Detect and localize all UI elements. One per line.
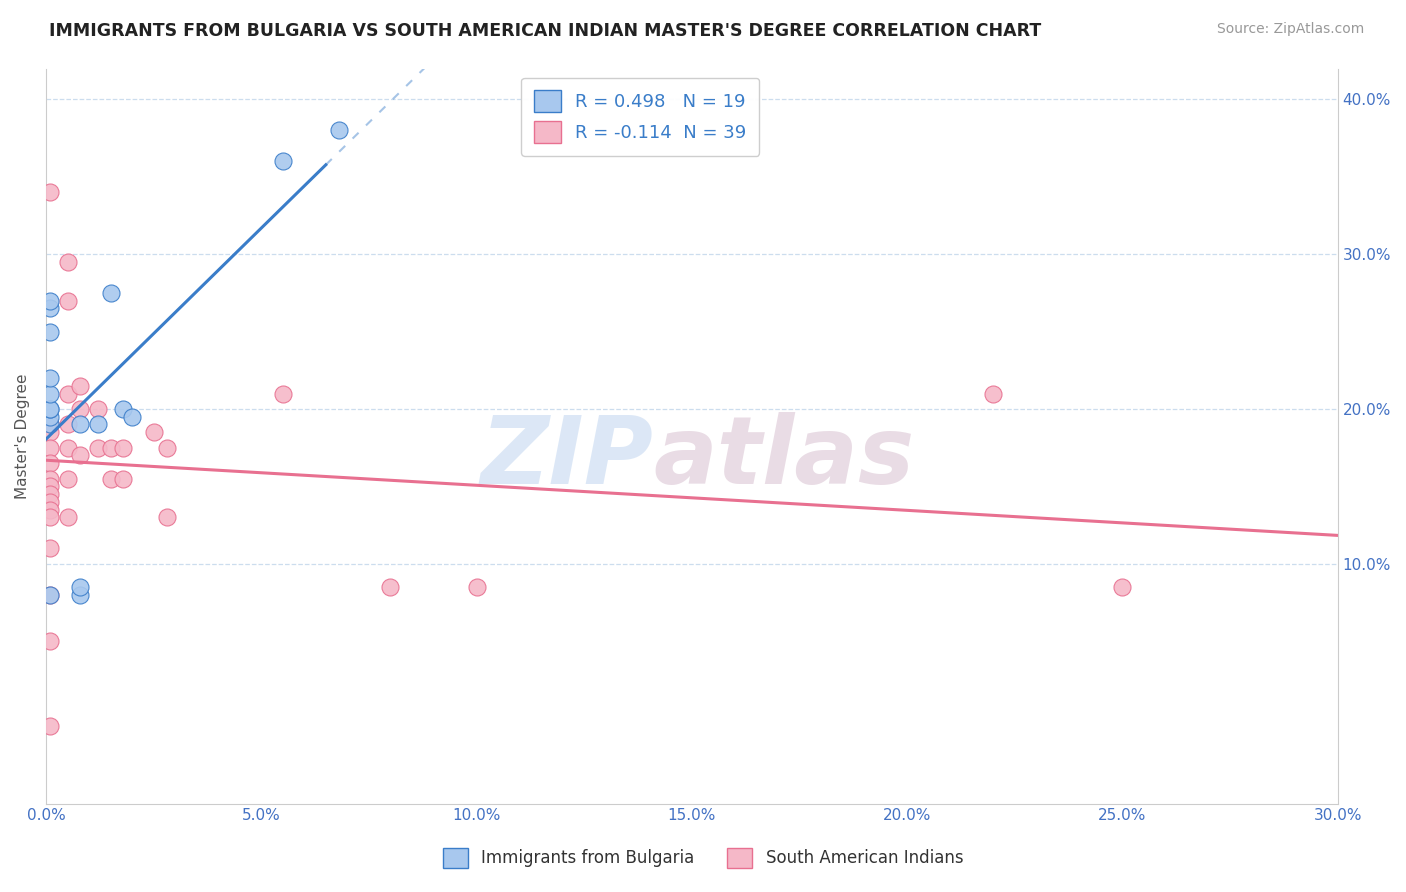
Point — [39, 719, 62, 733]
Text: ZIP: ZIP — [481, 412, 652, 504]
Text: Source: ZipAtlas.com: Source: ZipAtlas.com — [1216, 22, 1364, 37]
Point — [100, 472, 122, 486]
Point — [39, 186, 62, 200]
Point — [142, 425, 165, 440]
Point — [39, 634, 62, 648]
Point — [112, 402, 135, 417]
Point — [39, 588, 62, 602]
Point — [271, 154, 294, 169]
Point — [100, 441, 122, 455]
Point — [39, 479, 62, 493]
Point — [155, 510, 177, 524]
Point — [39, 456, 62, 470]
Point — [121, 409, 143, 424]
Point — [328, 123, 350, 137]
Point — [39, 495, 62, 509]
Point — [69, 580, 91, 594]
Point — [56, 293, 79, 308]
Point — [86, 417, 108, 432]
Point — [39, 541, 62, 556]
Point — [981, 386, 1004, 401]
Point — [69, 449, 91, 463]
Point — [155, 441, 177, 455]
Point — [100, 285, 122, 300]
Point — [39, 371, 62, 385]
Point — [112, 441, 135, 455]
Point — [39, 402, 62, 417]
Point — [69, 402, 91, 417]
Point — [39, 425, 62, 440]
Legend: R = 0.498   N = 19, R = -0.114  N = 39: R = 0.498 N = 19, R = -0.114 N = 39 — [522, 78, 759, 156]
Point — [86, 441, 108, 455]
Point — [465, 580, 488, 594]
Text: atlas: atlas — [652, 412, 914, 504]
Point — [39, 301, 62, 316]
Point — [39, 409, 62, 424]
Point — [86, 402, 108, 417]
Point — [39, 417, 62, 432]
Point — [39, 293, 62, 308]
Point — [69, 417, 91, 432]
Point — [112, 472, 135, 486]
Point — [39, 510, 62, 524]
Y-axis label: Master's Degree: Master's Degree — [15, 374, 30, 499]
Point — [39, 487, 62, 501]
Point — [271, 386, 294, 401]
Point — [56, 441, 79, 455]
Point — [380, 580, 402, 594]
Point — [39, 386, 62, 401]
Point — [39, 588, 62, 602]
Point — [39, 441, 62, 455]
Point — [56, 386, 79, 401]
Point — [1111, 580, 1133, 594]
Point — [56, 417, 79, 432]
Point — [39, 402, 62, 417]
Point — [56, 255, 79, 269]
Point — [56, 472, 79, 486]
Legend: Immigrants from Bulgaria, South American Indians: Immigrants from Bulgaria, South American… — [436, 841, 970, 875]
Point — [39, 325, 62, 339]
Point — [39, 472, 62, 486]
Point — [39, 417, 62, 432]
Point — [69, 588, 91, 602]
Text: IMMIGRANTS FROM BULGARIA VS SOUTH AMERICAN INDIAN MASTER'S DEGREE CORRELATION CH: IMMIGRANTS FROM BULGARIA VS SOUTH AMERIC… — [49, 22, 1042, 40]
Point — [69, 378, 91, 392]
Point — [56, 510, 79, 524]
Point — [39, 502, 62, 516]
